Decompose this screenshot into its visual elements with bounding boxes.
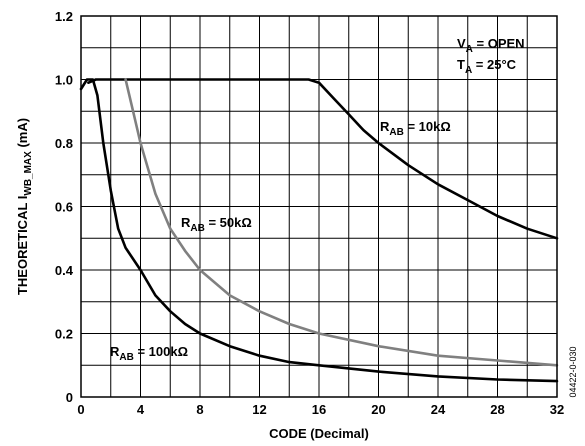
figure-id: 04422-0-030 [568,346,578,397]
series-label-100k: RAB = 100kΩ [110,344,188,363]
y-tick-label: 1.2 [55,9,73,24]
y-tick-label: 1.0 [55,73,73,88]
x-tick-label: 12 [252,402,266,417]
plot-frame [80,15,558,398]
x-tick-label: 28 [490,402,504,417]
condition-ta: TA = 25°C [457,57,517,76]
labels: VA = OPEN TA = 25°C RAB = 10kΩ RAB = 50kΩ RA… [15,36,578,441]
y-tick-label: 0.8 [55,136,73,151]
x-tick-label: 32 [550,402,564,417]
tick-labels: 0 4 8 12 16 20 24 28 32 0 0.2 0.4 0.6 0.8 1.0 1.2 [55,9,564,417]
y-axis-title: THEORETICAL IWB_MAX (mA) [15,118,34,295]
series-label-50k: RAB = 50kΩ [181,215,252,234]
series-label-10k: RAB = 10kΩ [380,119,451,138]
x-tick-label: 20 [371,402,385,417]
condition-va: VA = OPEN [457,36,525,55]
y-tick-label: 0.2 [55,327,73,342]
x-tick-label: 0 [77,402,84,417]
x-tick-label: 8 [196,402,203,417]
series-line-10k [87,78,559,240]
x-tick-label: 4 [137,402,145,417]
x-tick-label: 24 [431,402,446,417]
series-line-100k [79,78,559,383]
x-axis-title: CODE (Decimal) [269,426,369,441]
y-tick-label: 0.6 [55,200,73,215]
curves [79,78,559,383]
grid [81,16,557,397]
series-line-50k [124,78,559,367]
x-tick-label: 16 [312,402,326,417]
y-tick-label: 0 [66,390,73,405]
y-tick-label: 0.4 [55,263,74,278]
